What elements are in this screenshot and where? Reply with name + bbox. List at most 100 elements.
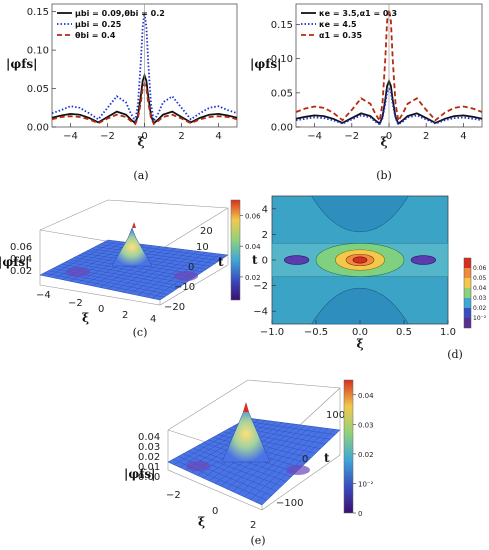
ztick-e: 0.02 [138,452,160,463]
colorbar-tick-label: 0.04 [245,243,261,251]
mesh-line [114,249,184,291]
peak-top-c [132,222,136,228]
x-tick-label: 0 [141,131,147,142]
y-tick-label: 0 [262,256,268,267]
x-tick-label: 4 [215,131,221,142]
ztick-c: 0.06 [10,242,32,253]
ticks-a: −4 −2 0 2 4 0.00 0.05 0.10 0.15 [27,4,222,142]
colorbar-tick-label: 0.03 [358,421,374,429]
y-tick-label: 2 [262,230,268,241]
panel-e: 0.04 0.03 0.02 0.01 0.00 |φfs| −2 0 2 ξ … [124,379,374,547]
x-tick-label: 0.0 [352,327,368,338]
mesh-line [242,420,336,435]
ztick-e: 0.04 [138,432,160,443]
dip-right-e [286,465,310,475]
xtick-c: 4 [150,314,156,325]
x-tick-label: 0 [386,131,392,142]
dip-left-c [66,267,90,277]
colorbar-segment [464,258,471,268]
mesh-line [238,426,318,495]
x-tick-label: −1.0 [260,327,284,338]
colorbar-segment [464,318,471,328]
mesh-line [103,241,224,259]
y-tick-label: 0.00 [271,123,293,134]
legend-label: μbi = 0.09,θbi = 0.2 [75,9,165,18]
legend-label: κe = 3.5,α1 = 0.3 [319,9,397,18]
series-line [295,9,483,124]
ztick-c: 0.04 [10,254,32,265]
y-tick-label: 4 [262,204,268,215]
colorbar-tick-label: 0.04 [358,392,374,400]
colorbar-tick-label: 0 [358,510,362,518]
legend-label: κe = 4.5 [319,20,357,29]
mesh-line [107,248,176,290]
colorbar-d: 0.06 0.05 0.04 0.03 0.02 10⁻² [463,257,487,329]
colorbar-tick-label: 0.06 [245,212,261,220]
contour-regions-d [271,195,449,325]
colorbar-tick-label: 0.06 [473,265,487,272]
contour-lobe-top [311,195,409,233]
y-tick-label: 0.00 [27,123,49,134]
x-tick-label: 2 [423,131,429,142]
ylabel-d: t [252,253,258,267]
mesh-line [99,247,169,288]
xlabel-c: ξ [82,311,89,325]
caption-a: (a) [133,169,148,182]
mesh-line [122,250,191,293]
colorbar-tick-label: 0.04 [473,285,487,292]
colorbar-segment [464,278,471,288]
caption-e: (e) [250,534,265,547]
x-tick-label: −4 [63,131,78,142]
colorbar-tick-label: 0.02 [473,305,487,312]
ticks-d: −1.0 −0.5 0.0 0.5 1.0 4 2 0 −2 −4 [253,204,456,338]
colorbar-tick-label: 10⁻² [473,315,487,322]
colorbar-ticks-c: 0.06 0.04 0.02 [240,212,261,282]
ytick-c: 20 [200,226,213,237]
legend-a: μbi = 0.09,θbi = 0.2 μbi = 0.25 θbi = 0.4 [57,9,165,40]
surface-c [39,239,229,301]
xtick-c: 2 [122,310,128,321]
zlabel-e: |φfs| [124,467,156,481]
contour-lobe-bottom [311,287,409,325]
mesh-line [90,248,212,267]
xtick-c: 0 [98,304,104,315]
ytick-c: −10 [174,282,195,293]
xlabel-a: ξ [137,135,144,149]
ylabel-a: |φfs| [6,57,38,71]
mesh-line [99,244,220,261]
y-tick-label: 0.15 [271,20,293,31]
contour-dip [410,255,436,265]
mesh-line [95,246,216,264]
contour-dip [284,255,310,265]
caption-c: (c) [133,326,148,339]
mesh-line [129,251,199,294]
y-tick-label: 0.10 [27,46,49,57]
xlabel-d: ξ [356,337,363,351]
x-tick-label: −2 [344,131,359,142]
xlabel-e: ξ [198,515,205,529]
ytick-c: 0 [188,262,194,273]
xtick-c: −2 [68,298,83,309]
ylabel-b: |φfs| [250,57,282,71]
ztick-c: 0.02 [10,266,32,277]
peak-top-e [243,402,249,412]
legend-label: α1 = 0.35 [319,31,363,40]
x-tick-label: 1.0 [440,327,456,338]
legend-label: θbi = 0.4 [75,31,116,40]
zlabel-c: |φfs| [0,255,30,269]
colorbar-segment [464,288,471,298]
peak-e [221,405,271,463]
colorbar-outline [463,257,472,329]
panel-b: −4 −2 0 2 4 0.00 0.05 0.10 0.15 κe = 3.5,α1 = 0.… [250,3,483,182]
x-tick-label: 2 [178,131,184,142]
xtick-e: 0 [212,506,218,517]
colorbar-e [343,379,354,514]
colorbar-segment [464,308,471,318]
mesh-line [137,252,206,296]
xtick-e: −2 [166,490,181,501]
xlabel-b: ξ [380,135,387,149]
x-tick-label: 4 [460,131,466,142]
caption-d: (d) [447,348,463,361]
x-tick-label: −0.5 [304,327,328,338]
